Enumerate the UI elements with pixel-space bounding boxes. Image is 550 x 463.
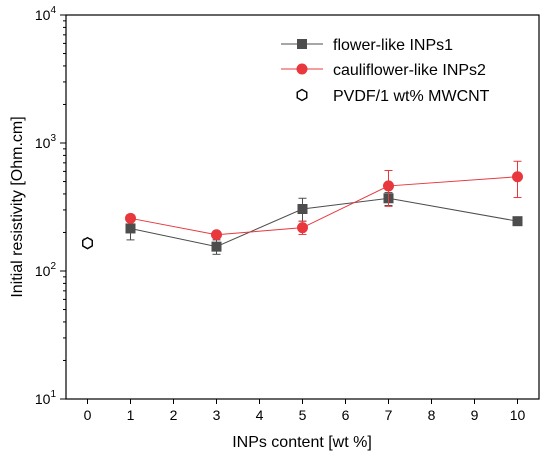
series-line: [130, 176, 518, 236]
legend-label: flower-like INPs1: [333, 37, 453, 54]
data-point: [512, 171, 523, 183]
data-point: [297, 222, 308, 234]
data-point: [211, 229, 222, 241]
data-point: [125, 212, 136, 224]
legend-marker: [296, 63, 308, 75]
x-tick-label: 10: [510, 407, 526, 423]
x-tick-label: 3: [213, 407, 221, 423]
legend-marker: [296, 88, 308, 102]
series-layer: [82, 160, 523, 255]
y-tick-label: 102: [35, 261, 57, 279]
data-point: [512, 216, 523, 227]
x-tick-label: 2: [170, 407, 178, 423]
x-tick-label: 5: [299, 407, 307, 423]
legend-item: cauliflower-like INPs2: [281, 62, 486, 79]
x-tick-label: 4: [256, 407, 264, 423]
legend-label: cauliflower-like INPs2: [333, 62, 486, 79]
data-point: [297, 204, 308, 215]
y-tick-label-base: 10: [35, 391, 51, 407]
y-tick-label-exponent: 2: [50, 261, 56, 272]
y-tick-label-exponent: 4: [50, 5, 56, 16]
x-axis: 0 1 2 3 4 5 6 7 8 9 10: [84, 399, 526, 423]
x-tick-label: 6: [342, 407, 350, 423]
data-point: [125, 223, 136, 234]
x-tick-label: 9: [471, 407, 479, 423]
y-tick-label-base: 10: [35, 263, 51, 279]
x-tick-label: 7: [385, 407, 393, 423]
x-tick-label: 0: [84, 407, 92, 423]
x-axis-label: INPs content [wt %]: [232, 434, 372, 451]
legend-marker: [297, 39, 307, 49]
data-point: [211, 241, 222, 252]
y-tick-label: 103: [35, 133, 57, 151]
legend-item: flower-like INPs1: [281, 37, 453, 54]
y-tick-label-exponent: 3: [50, 133, 56, 144]
legend: flower-like INPs1 cauliflower-like INPs2 P…: [281, 37, 490, 105]
y-tick-label: 101: [35, 389, 57, 407]
data-point: [383, 180, 394, 192]
y-tick-label-base: 10: [35, 7, 51, 23]
series-1: [125, 160, 523, 241]
x-tick-label: 1: [127, 407, 135, 423]
series-0: [125, 192, 523, 255]
x-tick-label: 8: [428, 407, 436, 423]
series-2: [82, 236, 93, 250]
y-tick-label-base: 10: [35, 135, 51, 151]
legend-item: PVDF/1 wt% MWCNT: [296, 88, 490, 105]
legend-label: PVDF/1 wt% MWCNT: [333, 88, 490, 105]
series-line: [130, 197, 518, 248]
data-point: [82, 236, 93, 250]
y-tick-label-exponent: 1: [50, 389, 56, 400]
y-axis-label: Initial resistivity [Ohm.cm]: [9, 116, 26, 297]
y-tick-label: 104: [35, 5, 57, 23]
